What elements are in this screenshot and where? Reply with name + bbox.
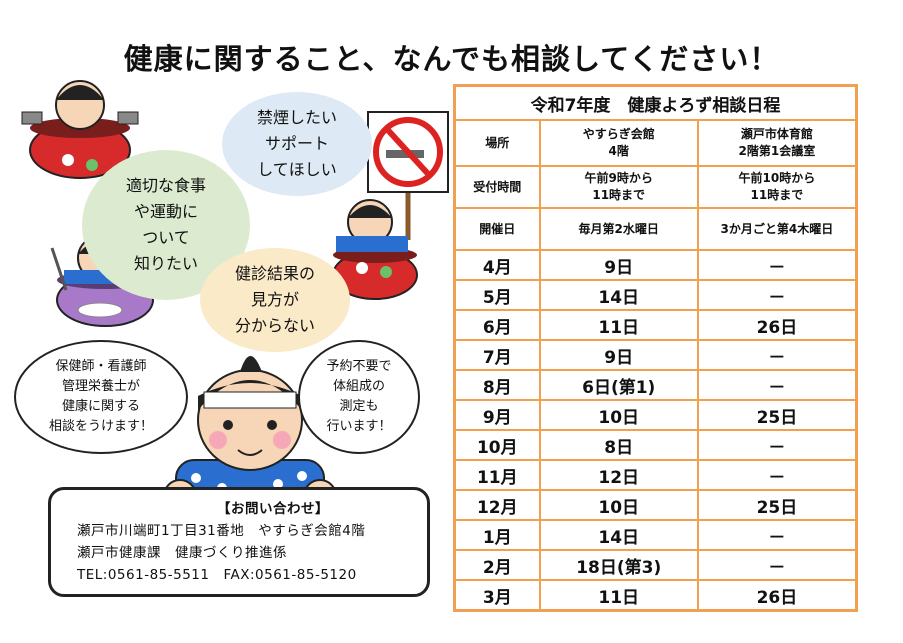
yasuragi-date-cell: 10日: [538, 399, 699, 431]
gym-date-cell: 26日: [696, 309, 858, 341]
gym-date-cell: －: [696, 279, 858, 311]
table-row: 9月 10日 25日: [453, 399, 858, 431]
day-yasuragi: 毎月第2水曜日: [538, 207, 699, 251]
time-yasuragi: 午前9時から 11時まで: [538, 165, 699, 209]
yasuragi-date-cell: 12日: [538, 459, 699, 491]
gym-date-cell: 25日: [696, 489, 858, 521]
yasuragi-date-cell: 9日: [538, 339, 699, 371]
table-row: 10月 8日－: [453, 429, 858, 461]
month-cell: 3月: [453, 579, 541, 612]
month-cell: 6月: [453, 309, 541, 341]
table-row: 7月 9日－: [453, 339, 858, 371]
table-row: 8月 6日(第1) －: [453, 369, 858, 401]
table-row: 11月 12日－: [453, 459, 858, 491]
gym-date-cell: －: [696, 519, 858, 551]
yasuragi-date-cell: 11日: [538, 309, 699, 341]
gym-date-cell: 25日: [696, 399, 858, 431]
month-cell: 11月: [453, 459, 541, 491]
yasuragi-date-cell: 6日(第1): [538, 369, 699, 401]
yasuragi-date-cell: 10日: [538, 489, 699, 521]
page-title: 健康に関すること、なんでも相談してください！: [123, 42, 780, 76]
contact-box: 【お問い合わせ】 瀬戸市川端町1丁目31番地 やすらぎ会館4階 瀬戸市健康課 健…: [48, 487, 430, 597]
day-label: 開催日: [453, 207, 541, 251]
month-cell: 8月: [453, 369, 541, 401]
character-top-left-icon: [21, 80, 139, 179]
yasuragi-date-cell: 14日: [538, 519, 699, 551]
yasuragi-date-cell: 18日(第3): [538, 549, 699, 581]
month-cell: 1月: [453, 519, 541, 551]
yasuragi-date-cell: 14日: [538, 279, 699, 311]
time-label: 受付時間: [453, 165, 541, 209]
contact-department: 瀬戸市健康課 健康づくり推進係: [77, 545, 287, 561]
place-label: 場所: [453, 119, 541, 167]
table-row: 5月 14日－: [453, 279, 858, 311]
speech-bubble-smoking: 禁煙したい サポート してほしい: [222, 92, 372, 196]
gym-date-cell: －: [696, 369, 858, 401]
place-yasuragi: やすらぎ会館 4階: [538, 119, 699, 167]
yasuragi-date-cell: 11日: [538, 579, 699, 612]
time-gym: 午前10時から 11時まで: [696, 165, 858, 209]
contact-phone: TEL:0561-85-5511 FAX:0561-85-5120: [77, 567, 357, 583]
month-cell: 5月: [453, 279, 541, 311]
table-row: 1月 14日－: [453, 519, 858, 551]
table-row: 12月 10日 25日: [453, 489, 858, 521]
yasuragi-date-cell: 9日: [538, 249, 699, 281]
place-gym: 瀬戸市体育館 2階第1会議室: [696, 119, 858, 167]
gym-date-cell: －: [696, 339, 858, 371]
table-row: 4月 9日－: [453, 249, 858, 281]
month-cell: 10月: [453, 429, 541, 461]
schedule-table: 令和7年度 健康よろず相談日程 場所 やすらぎ会館 4階 瀬戸市体育館 2階第1…: [453, 84, 858, 612]
speech-bubble-staff: 保健師・看護師 管理栄養士が 健康に関する 相談をうけます！: [14, 340, 188, 454]
gym-date-cell: －: [696, 549, 858, 581]
character-right-icon: [332, 199, 418, 300]
schedule-title: 令和7年度 健康よろず相談日程: [453, 84, 858, 121]
gym-date-cell: 26日: [696, 579, 858, 612]
table-row: 6月 11日 26日: [453, 309, 858, 341]
month-cell: 4月: [453, 249, 541, 281]
gym-date-cell: －: [696, 459, 858, 491]
table-row: 3月 11日 26日: [453, 579, 858, 612]
month-cell: 2月: [453, 549, 541, 581]
yasuragi-date-cell: 8日: [538, 429, 699, 461]
gym-date-cell: －: [696, 249, 858, 281]
gym-date-cell: －: [696, 429, 858, 461]
month-cell: 7月: [453, 339, 541, 371]
month-cell: 12月: [453, 489, 541, 521]
day-gym: 3か月ごと第4木曜日: [696, 207, 858, 251]
speech-bubble-measurement: 予約不要で 体組成の 測定も 行います！: [298, 340, 420, 454]
speech-bubble-checkup: 健診結果の 見方が 分からない: [200, 248, 350, 352]
table-row: 2月 18日(第3) －: [453, 549, 858, 581]
month-cell: 9月: [453, 399, 541, 431]
contact-heading: 【お問い合わせ】: [217, 501, 329, 517]
contact-address: 瀬戸市川端町1丁目31番地 やすらぎ会館4階: [77, 523, 366, 539]
